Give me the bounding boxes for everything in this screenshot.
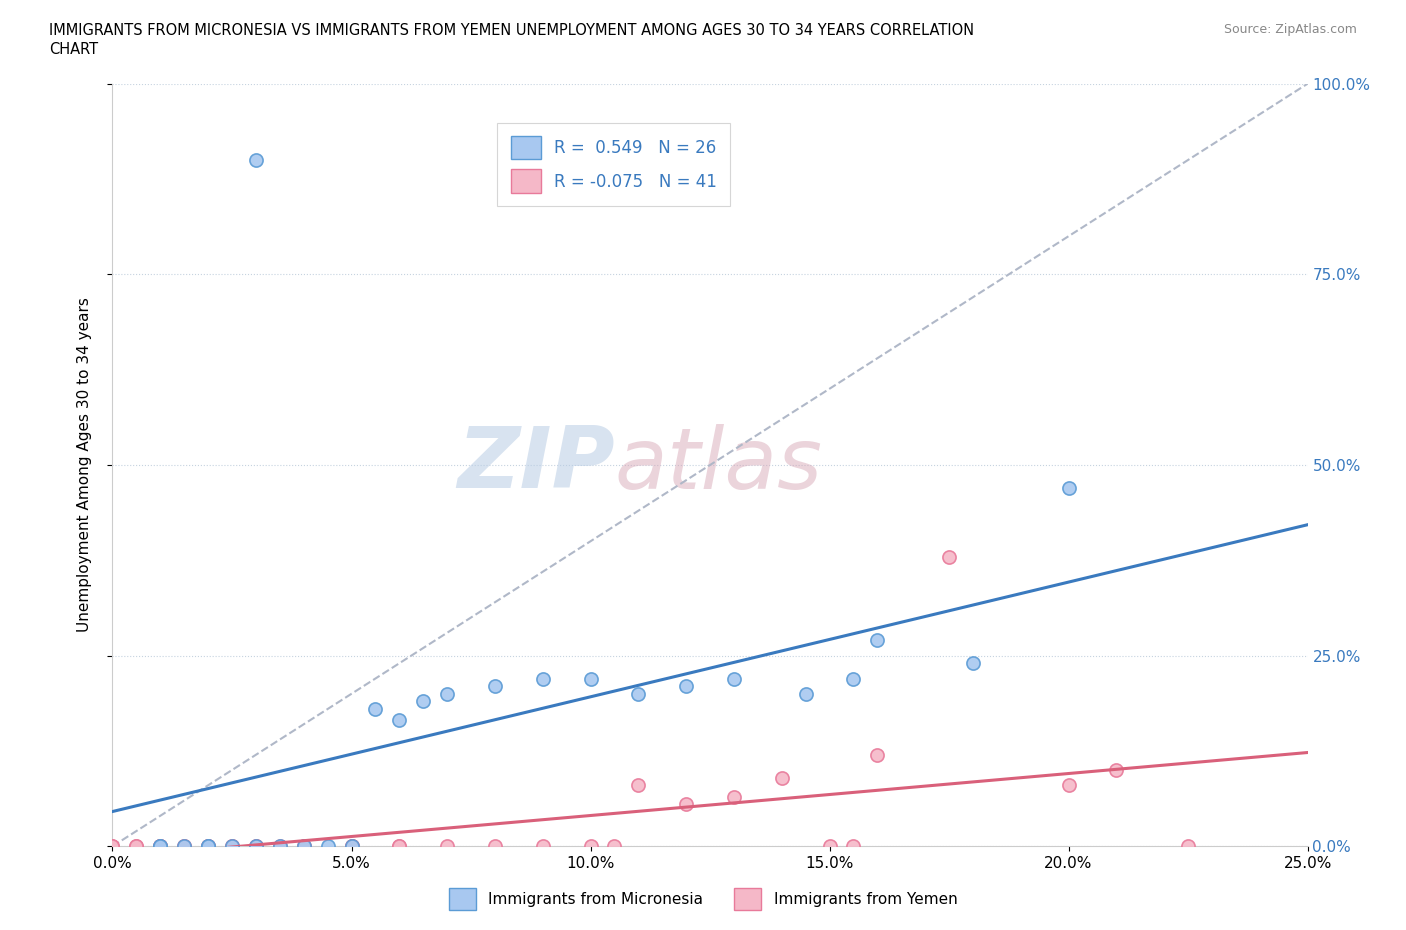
Y-axis label: Unemployment Among Ages 30 to 34 years: Unemployment Among Ages 30 to 34 years [77, 298, 91, 632]
Point [173, 839, 195, 854]
Point [484, 839, 506, 854]
Point [340, 839, 363, 854]
Point [340, 839, 363, 854]
Point [340, 839, 363, 854]
Point [269, 839, 291, 854]
Text: CHART: CHART [49, 42, 98, 57]
Point [818, 839, 841, 854]
Point [794, 686, 817, 701]
Text: IMMIGRANTS FROM MICRONESIA VS IMMIGRANTS FROM YEMEN UNEMPLOYMENT AMONG AGES 30 T: IMMIGRANTS FROM MICRONESIA VS IMMIGRANTS… [49, 23, 974, 38]
Point [723, 671, 745, 686]
Point [292, 839, 315, 854]
Point [149, 839, 172, 854]
Point [723, 790, 745, 804]
Point [149, 839, 172, 854]
Point [197, 839, 219, 854]
Point [340, 839, 363, 854]
Point [149, 839, 172, 854]
Point [149, 839, 172, 854]
Point [197, 839, 219, 854]
Point [842, 839, 865, 854]
Point [1057, 481, 1080, 496]
Point [316, 839, 339, 854]
Legend: R =  0.549   N = 26, R = -0.075   N = 41: R = 0.549 N = 26, R = -0.075 N = 41 [498, 123, 730, 206]
Point [436, 686, 458, 701]
Point [173, 839, 195, 854]
Point [221, 839, 243, 854]
Point [245, 839, 267, 854]
Text: Source: ZipAtlas.com: Source: ZipAtlas.com [1223, 23, 1357, 36]
Point [531, 839, 554, 854]
Point [436, 839, 458, 854]
Point [364, 701, 387, 716]
Point [579, 671, 602, 686]
Point [197, 839, 219, 854]
Point [770, 770, 793, 785]
Point [125, 839, 148, 854]
Point [675, 679, 697, 694]
Point [962, 656, 984, 671]
Point [484, 679, 506, 694]
Point [292, 839, 315, 854]
Point [388, 839, 411, 854]
Point [866, 633, 889, 648]
Point [1177, 839, 1199, 854]
Point [1057, 777, 1080, 792]
Point [627, 777, 650, 792]
Point [197, 839, 219, 854]
Text: ZIP: ZIP [457, 423, 614, 507]
Point [388, 713, 411, 728]
Point [531, 671, 554, 686]
Text: atlas: atlas [614, 423, 823, 507]
Point [866, 748, 889, 763]
Point [292, 839, 315, 854]
Point [197, 839, 219, 854]
Point [149, 839, 172, 854]
Point [675, 797, 697, 812]
Point [101, 839, 124, 854]
Point [627, 686, 650, 701]
Point [412, 694, 434, 709]
Point [245, 839, 267, 854]
Point [221, 839, 243, 854]
Point [173, 839, 195, 854]
Point [938, 549, 960, 564]
Point [149, 839, 172, 854]
Point [603, 839, 626, 854]
Point [842, 671, 865, 686]
Point [269, 839, 291, 854]
Point [579, 839, 602, 854]
Legend: Immigrants from Micronesia, Immigrants from Yemen: Immigrants from Micronesia, Immigrants f… [441, 881, 965, 918]
Point [221, 839, 243, 854]
Point [1105, 763, 1128, 777]
Point [388, 839, 411, 854]
Point [245, 839, 267, 854]
Point [125, 839, 148, 854]
Point [245, 153, 267, 167]
Point [101, 839, 124, 854]
